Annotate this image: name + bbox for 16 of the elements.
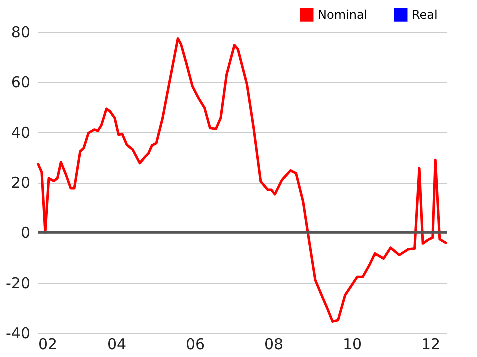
x-tick-label: 04 — [107, 336, 127, 354]
line-series — [36, 38, 448, 323]
legend-label: Nominal — [318, 8, 368, 22]
y-tick-label: -40 — [6, 324, 30, 342]
y-tick-label: 0 — [20, 224, 30, 242]
y-tick-label: 20 — [11, 174, 30, 192]
y-tick-label: 80 — [11, 24, 30, 42]
y-tick-label: 60 — [11, 74, 30, 92]
x-tick-label: 10 — [342, 336, 362, 354]
y-tick-label: -20 — [6, 274, 30, 292]
legend-label: Real — [412, 8, 438, 22]
x-tick-label: 06 — [186, 336, 206, 354]
x-tick-label: 08 — [264, 336, 284, 354]
x-tick-label: 12 — [421, 336, 441, 354]
x-tick-label: 02 — [38, 336, 58, 354]
y-tick-label: 40 — [11, 124, 30, 142]
